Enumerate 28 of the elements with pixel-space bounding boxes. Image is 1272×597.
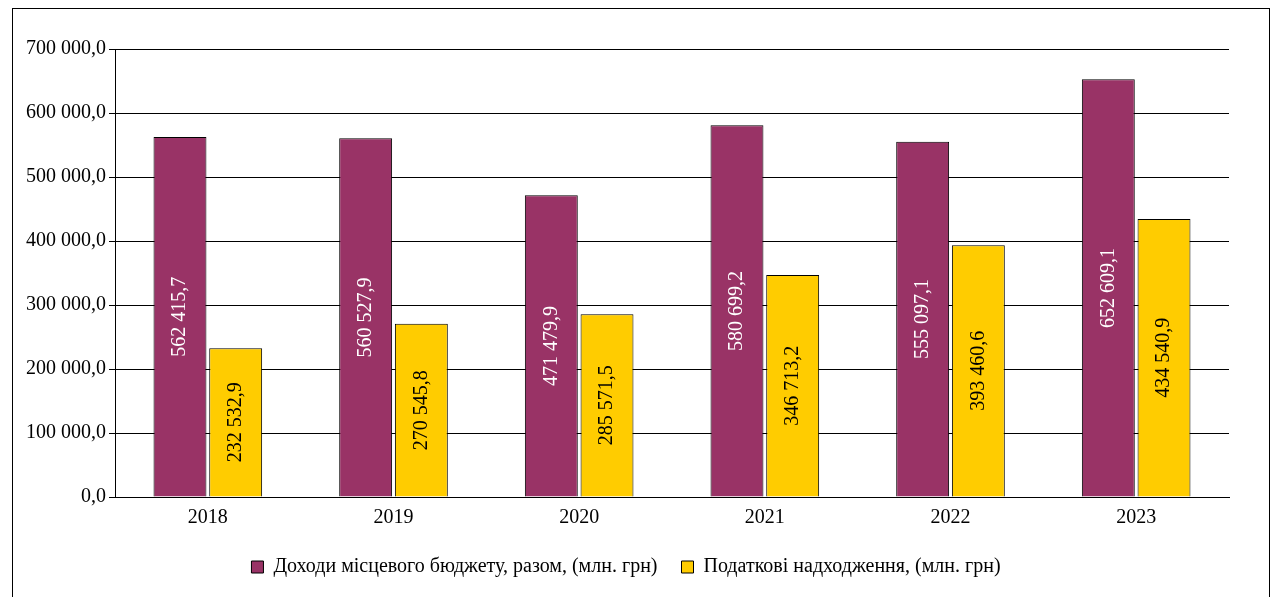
data-label: 471 479,9 xyxy=(538,305,561,386)
data-label: 270 545,8 xyxy=(408,370,431,451)
data-label: 562 415,7 xyxy=(167,276,190,357)
x-tick-label: 2022 xyxy=(930,505,971,528)
y-tick-label: 400 000,0 xyxy=(26,228,106,251)
data-label: 580 699,2 xyxy=(724,270,747,351)
data-label: 346 713,2 xyxy=(779,345,802,426)
y-tick-label: 500 000,0 xyxy=(26,164,106,187)
data-label: 393 460,6 xyxy=(965,330,988,411)
data-label: 285 571,5 xyxy=(594,365,617,446)
data-label: 434 540,9 xyxy=(1151,317,1174,398)
x-tick-label: 2019 xyxy=(373,505,414,528)
y-tick-label: 300 000,0 xyxy=(26,292,106,315)
data-label: 560 527,9 xyxy=(352,277,375,358)
legend-label: Доходи місцевого бюджету, разом, (млн. грн) xyxy=(273,554,658,578)
data-label: 652 609,1 xyxy=(1095,247,1118,328)
legend-label: Податкові надходження, (млн. грн) xyxy=(703,554,1001,578)
y-tick-label: 100 000,0 xyxy=(26,420,106,443)
y-tick-label: 600 000,0 xyxy=(26,100,106,123)
x-tick-label: 2020 xyxy=(559,505,600,528)
x-tick-label: 2021 xyxy=(744,505,785,528)
y-tick-label: 200 000,0 xyxy=(26,356,106,379)
y-tick-label: 0,0 xyxy=(81,484,106,507)
y-tick-label: 700 000,0 xyxy=(26,36,106,59)
data-label: 232 532,9 xyxy=(222,382,245,463)
x-tick-label: 2023 xyxy=(1116,505,1157,528)
x-tick-label: 2018 xyxy=(187,505,228,528)
data-label: 555 097,1 xyxy=(909,279,932,360)
